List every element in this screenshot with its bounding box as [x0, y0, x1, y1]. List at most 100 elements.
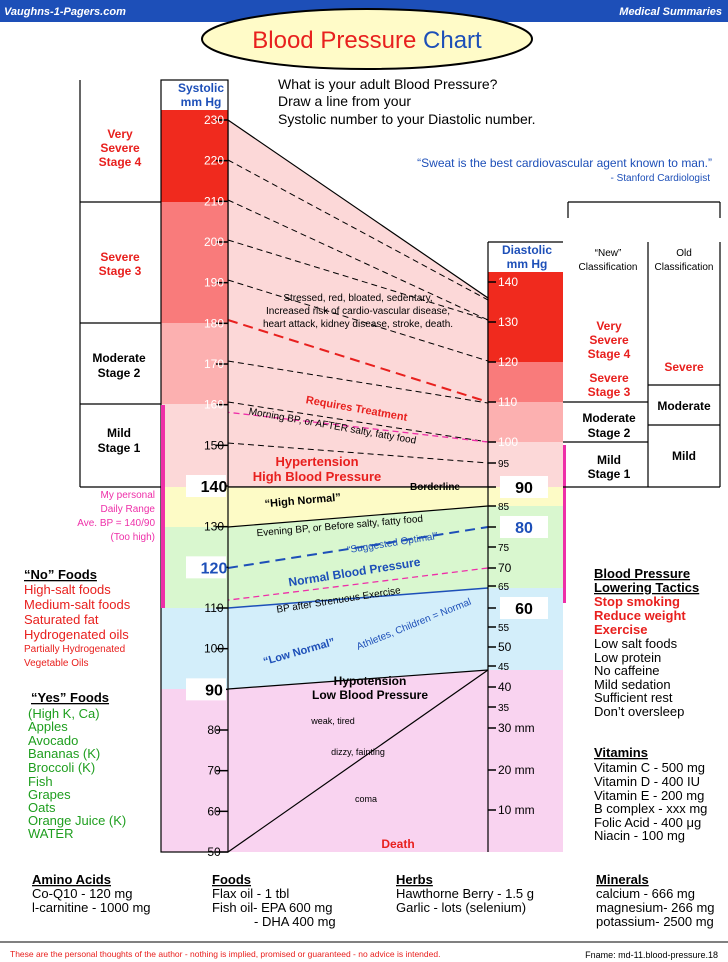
systolic-tick-label-230: 230	[204, 113, 224, 127]
diastolic-tick-box-60	[500, 597, 548, 619]
no-foods-title: “No” Foods	[24, 567, 97, 582]
svg-text:Saturated fat: Saturated fat	[24, 612, 99, 627]
quote-attribution: - Stanford Cardiologist	[611, 173, 711, 184]
svg-text:Medium-salt foods: Medium-salt foods	[24, 597, 131, 612]
coma-label: coma	[355, 794, 377, 804]
new-class-heading-1: “New”	[595, 248, 622, 259]
diastolic-tick-label-80: 80	[515, 520, 533, 537]
svg-text:Stage 3: Stage 3	[588, 385, 631, 399]
svg-text:WATER: WATER	[28, 826, 74, 841]
herbs-title: Herbs	[396, 872, 433, 887]
svg-text:My personal: My personal	[101, 490, 155, 501]
svg-text:Vitamin D - 400 IU: Vitamin D - 400 IU	[594, 774, 700, 789]
title-oval	[201, 8, 533, 70]
low-bp-label: Low Blood Pressure	[312, 688, 428, 702]
vitamins-title: Vitamins	[594, 745, 648, 760]
minerals-item-3: potassium- 2500 mg	[596, 914, 714, 929]
svg-text:Orange Juice (K): Orange Juice (K)	[28, 813, 126, 828]
diastolic-tick-box-80	[500, 516, 548, 538]
dizzy-fainting-label: dizzy, fainting	[331, 747, 385, 757]
stressed-annotation: Stressed, red, bloated, sedentary, Incre…	[263, 293, 453, 330]
boundary-110-60	[227, 587, 489, 609]
diastolic-tick-label-120: 120	[498, 355, 518, 369]
diastolic-tick-label-75: 75	[498, 543, 510, 554]
svg-text:No caffeine: No caffeine	[594, 663, 660, 678]
svg-text:Broccoli (K): Broccoli (K)	[28, 760, 95, 775]
svg-text:Don’t oversleep: Don’t oversleep	[594, 704, 684, 719]
systolic-tick-label-180: 180	[204, 316, 224, 330]
diastolic-tick-label-90: 90	[515, 480, 533, 497]
svg-text:Low salt foods: Low salt foods	[594, 636, 678, 651]
diastolic-personal-range-bar	[562, 445, 566, 603]
svg-text:Folic Acid - 400 μg: Folic Acid - 400 μg	[594, 815, 701, 830]
svg-text:Vitamin E - 200 mg: Vitamin E - 200 mg	[594, 788, 704, 803]
svg-text:Exercise: Exercise	[594, 622, 648, 637]
old-class-heading-2: Classification	[655, 262, 714, 273]
svg-text:Severe: Severe	[589, 333, 629, 347]
diastolic-band-very-severe	[488, 272, 563, 362]
personal-range-label: My personal Daily Range Ave. BP = 140/90…	[77, 490, 155, 543]
boundary-90-40	[227, 669, 489, 690]
no-foods-list: High-salt foods Medium-salt foods Satura…	[24, 582, 131, 642]
systolic-tick-box-140	[186, 475, 226, 497]
systolic-label-line1: Systolic	[178, 81, 224, 95]
svg-text:Mild sedation: Mild sedation	[594, 677, 671, 692]
diastolic-band-moderate	[488, 402, 563, 442]
systolic-tick-box-120	[186, 556, 226, 579]
stage3-line2: Stage 3	[99, 264, 142, 278]
systolic-tick-box-90	[186, 678, 226, 701]
svg-text:Moderate: Moderate	[582, 411, 636, 425]
zone-high-normal	[228, 487, 488, 527]
diastolic-tick-label-40: 40	[498, 680, 512, 694]
diastolic-tick-label-95: 95	[498, 459, 510, 470]
foods-title: Foods	[212, 872, 251, 887]
systolic-stage-labels: Very Severe Stage 4 Severe Stage 3 Moder…	[92, 127, 146, 455]
suggested-optimal-line	[227, 526, 489, 569]
systolic-tick-label-170: 170	[204, 357, 224, 371]
systolic-tick-label-160: 160	[204, 398, 224, 412]
svg-text:Apples: Apples	[28, 719, 68, 734]
diastolic-tick-label-10-mm: 10 mm	[498, 803, 535, 817]
foods-item-1: Flax oil - 1 tbl	[212, 886, 289, 901]
death-label: Death	[381, 837, 414, 851]
filename: Fname: md-11.blood-pressure.18	[585, 950, 718, 960]
systolic-header-bg	[161, 80, 228, 110]
vitamins-list: Vitamin C - 500 mg Vitamin D - 400 IU Vi…	[594, 760, 707, 843]
systolic-ticks: 230 220 210 200 190 180 170 160 150 140 130 120 110 1…	[186, 113, 228, 859]
svg-text:Avocado: Avocado	[28, 733, 78, 748]
svg-text:(Too high): (Too high)	[111, 532, 155, 543]
diastolic-tick-label-100: 100	[498, 435, 518, 449]
svg-text:Stage 1: Stage 1	[588, 467, 631, 481]
systolic-stage-frame	[79, 80, 161, 488]
svg-text:(High K, Ca): (High K, Ca)	[28, 706, 100, 721]
svg-text:Grapes: Grapes	[28, 787, 71, 802]
systolic-tick-label-210: 210	[204, 194, 224, 208]
hypotension-label: Hypotension	[334, 674, 407, 688]
site-name: Vaughns-1-Pagers.com	[4, 6, 126, 18]
quote-text: “Sweat is the best cardiovascular agent …	[417, 156, 712, 170]
old-class-heading-1: Old	[676, 248, 692, 259]
svg-text:Bananas (K): Bananas (K)	[28, 746, 100, 761]
amino-item-2: l-carnitine - 1000 mg	[32, 900, 151, 915]
minerals-item-2: magnesium- 266 mg	[596, 900, 715, 915]
diastolic-tick-label-20-mm: 20 mm	[498, 763, 535, 777]
svg-text:Stressed, red, bloated, sedent: Stressed, red, bloated, sedentary,	[283, 293, 432, 304]
stage3-line1: Severe	[100, 250, 140, 264]
svg-text:Moderate: Moderate	[657, 399, 711, 413]
weak-tired-label: weak, tired	[310, 716, 355, 726]
instruction-line-2: Draw a line from your	[278, 93, 411, 109]
tactics-title-line1: Blood Pressure	[594, 566, 690, 581]
svg-text:Stage 4: Stage 4	[588, 347, 631, 361]
no-foods-small: Partially Hydrogenated Vegetable Oils	[24, 644, 125, 669]
high-bp-label: High Blood Pressure	[253, 469, 382, 484]
disclaimer: These are the personal thoughts of the a…	[10, 949, 440, 959]
diastolic-tick-label-130: 130	[498, 315, 518, 329]
svg-text:Mild: Mild	[672, 449, 696, 463]
svg-text:Vegetable Oils: Vegetable Oils	[24, 658, 89, 669]
diastolic-band-hypotension	[488, 670, 563, 852]
new-classification-stages: Very Severe Stage 4 Severe Stage 3 Moder…	[582, 319, 636, 481]
diastolic-tick-box-90	[500, 476, 548, 498]
svg-text:Increased risk of cardio-vascu: Increased risk of cardio-vascular diseas…	[266, 306, 450, 317]
new-class-heading-2: Classification	[579, 262, 638, 273]
